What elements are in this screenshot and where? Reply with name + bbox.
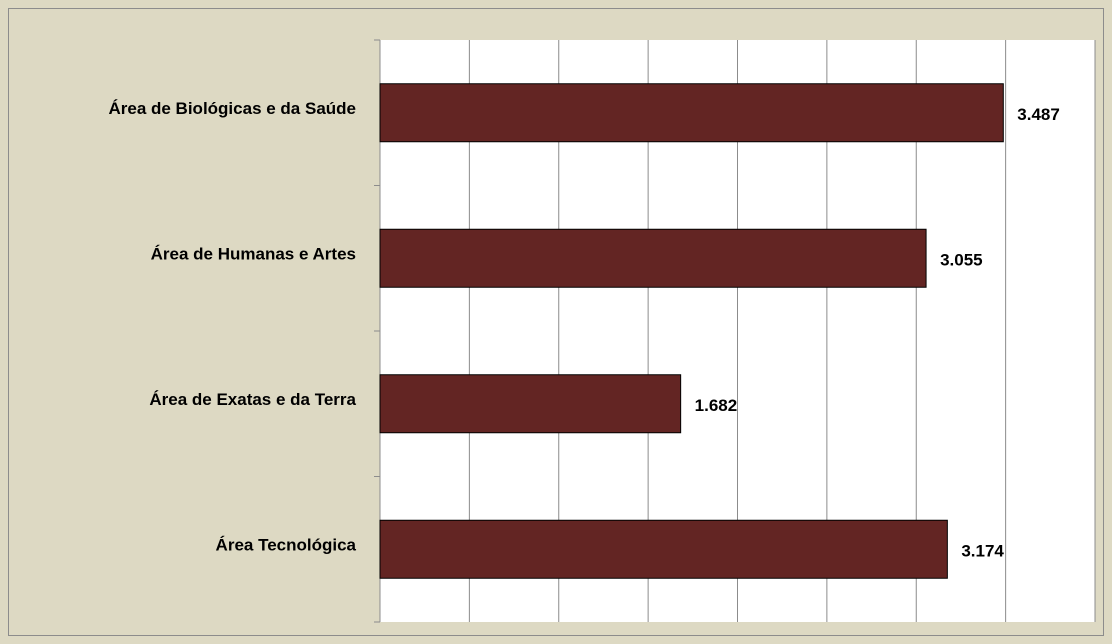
data-label: 3.487 bbox=[1017, 105, 1060, 124]
data-label: 1.682 bbox=[695, 396, 738, 415]
bar bbox=[379, 374, 682, 434]
data-label: 3.174 bbox=[961, 542, 1004, 561]
chart-border bbox=[8, 8, 1104, 636]
y-tick-label: Área Tecnológica bbox=[216, 536, 357, 555]
bar bbox=[379, 519, 948, 579]
bar bbox=[379, 228, 927, 288]
data-label: 3.055 bbox=[940, 251, 983, 270]
y-tick-label: Área de Humanas e Artes bbox=[151, 245, 356, 264]
y-tick-label: Área de Exatas e da Terra bbox=[149, 390, 356, 409]
bar bbox=[379, 83, 1004, 143]
y-tick-label: Área de Biológicas e da Saúde bbox=[108, 99, 356, 118]
